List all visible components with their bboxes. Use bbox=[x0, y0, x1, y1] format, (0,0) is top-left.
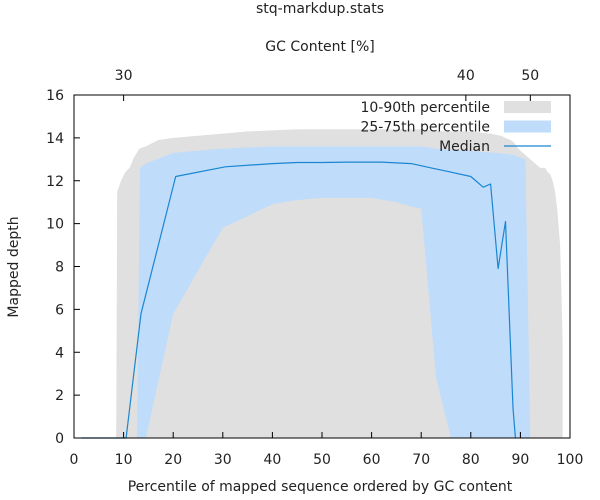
x-tick-label: 30 bbox=[214, 452, 232, 468]
y-tick-label: 16 bbox=[46, 88, 64, 104]
x-axis-label: Percentile of mapped sequence ordered by… bbox=[128, 479, 513, 495]
axes: 0 10 20 30 40 50 60 70 80 90 100 0 2 4 6 8 10 12 14 16 30 40 5… bbox=[46, 68, 583, 468]
legend-swatch-10-90th-percentile bbox=[504, 101, 551, 113]
x-tick-label: 50 bbox=[313, 452, 331, 468]
y-tick-label: 4 bbox=[55, 345, 64, 361]
x-tick-label: 90 bbox=[511, 452, 529, 468]
top-tick-label: 40 bbox=[457, 68, 475, 84]
chart-title: stq-markdup.stats bbox=[256, 1, 384, 17]
legend-label-median: Median bbox=[439, 139, 490, 155]
y-tick-label: 0 bbox=[55, 431, 64, 447]
y-axis-label: Mapped depth bbox=[6, 216, 22, 317]
series-25-75th-percentile-band bbox=[137, 146, 531, 438]
top-tick-label: 50 bbox=[521, 68, 539, 84]
top-tick-label: 30 bbox=[115, 68, 133, 84]
y-tick-label: 6 bbox=[55, 302, 64, 318]
x-tick-label: 70 bbox=[412, 452, 430, 468]
x-tick-label: 80 bbox=[462, 452, 480, 468]
series-median-line bbox=[81, 161, 516, 439]
top-axis-label: GC Content [%] bbox=[265, 39, 374, 55]
y-tick-label: 2 bbox=[55, 388, 64, 404]
x-tick-label: 40 bbox=[263, 452, 281, 468]
plot-area bbox=[81, 129, 563, 439]
x-tick-label: 20 bbox=[164, 452, 182, 468]
x-tick-label: 0 bbox=[70, 452, 79, 468]
x-tick-label: 100 bbox=[557, 452, 584, 468]
legend-label-10-90th-percentile: 10-90th percentile bbox=[360, 100, 490, 116]
x-tick-label: 10 bbox=[115, 452, 133, 468]
y-tick-label: 14 bbox=[46, 131, 64, 147]
legend-swatch-25-75th-percentile bbox=[504, 120, 551, 133]
y-tick-label: 8 bbox=[55, 260, 64, 276]
y-tick-label: 12 bbox=[46, 174, 64, 190]
legend-label-25-75th-percentile: 25-75th percentile bbox=[360, 120, 490, 136]
y-tick-label: 10 bbox=[46, 217, 64, 233]
x-tick-label: 60 bbox=[363, 452, 381, 468]
legend: 10-90th percentile 25-75th percentile Medi… bbox=[360, 100, 551, 155]
